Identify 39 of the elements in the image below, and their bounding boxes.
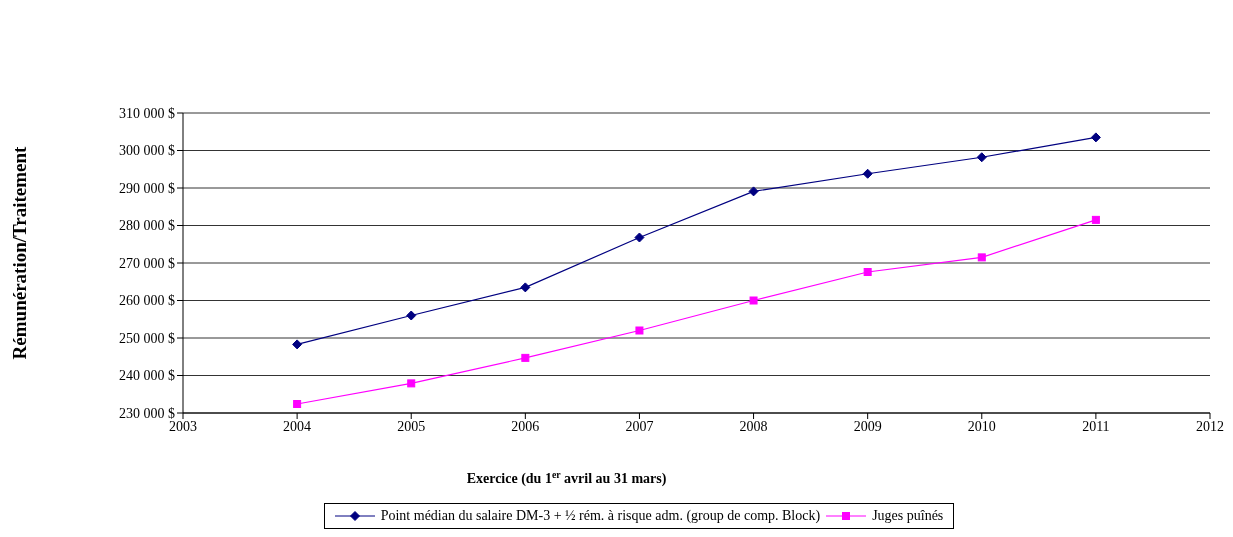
point: [1090, 132, 1101, 143]
x-tick-label: 2009: [853, 418, 882, 434]
x-tick-label: 2012: [1196, 418, 1224, 434]
y-tick-label: 280 000 $: [119, 218, 175, 234]
point: [862, 168, 873, 179]
y-axis-title: Rémunération/Traitement: [9, 145, 30, 360]
point: [977, 253, 986, 262]
point: [521, 353, 530, 362]
point: [749, 296, 758, 305]
y-tick-label: 310 000 $: [119, 105, 175, 121]
x-tick-label: 2006: [511, 418, 540, 434]
y-tick-label: 240 000 $: [119, 368, 175, 384]
x-axis-title: Exercice (du 1$^{er}$ avril au 31 mars): [466, 468, 667, 487]
y-tick-label: 290 000 $: [119, 180, 175, 196]
point: [635, 326, 644, 335]
x-tick-label: 2004: [283, 418, 312, 434]
point: [292, 339, 303, 350]
x-tick-label: 2005: [397, 418, 426, 434]
x-tick-label: 2008: [739, 418, 768, 434]
point: [407, 379, 416, 388]
point: [976, 152, 987, 163]
legend-label: Point médian du salaire DM-3 + ½ rém. à risque adm. (group de comp. Block): [379, 508, 821, 524]
point: [1091, 215, 1100, 224]
x-tick-label: 2011: [1082, 418, 1110, 434]
y-tick-label: 250 000 $: [119, 330, 175, 346]
point: [293, 400, 302, 408]
x-tick-label: 2003: [169, 418, 197, 434]
point: [406, 310, 417, 321]
y-tick-label: 270 000 $: [119, 255, 175, 271]
y-tick-label: 260 000 $: [119, 293, 175, 309]
point: [748, 186, 759, 197]
x-tick-label: 2010: [967, 418, 996, 434]
point: [863, 268, 872, 276]
y-tick-label: 300 000 $: [119, 143, 175, 159]
point: [520, 282, 531, 293]
legend-label: Juges puînés: [871, 508, 944, 524]
point: [634, 232, 645, 243]
y-tick-label: 230 000 $: [119, 405, 175, 421]
x-tick-label: 2007: [625, 418, 654, 434]
